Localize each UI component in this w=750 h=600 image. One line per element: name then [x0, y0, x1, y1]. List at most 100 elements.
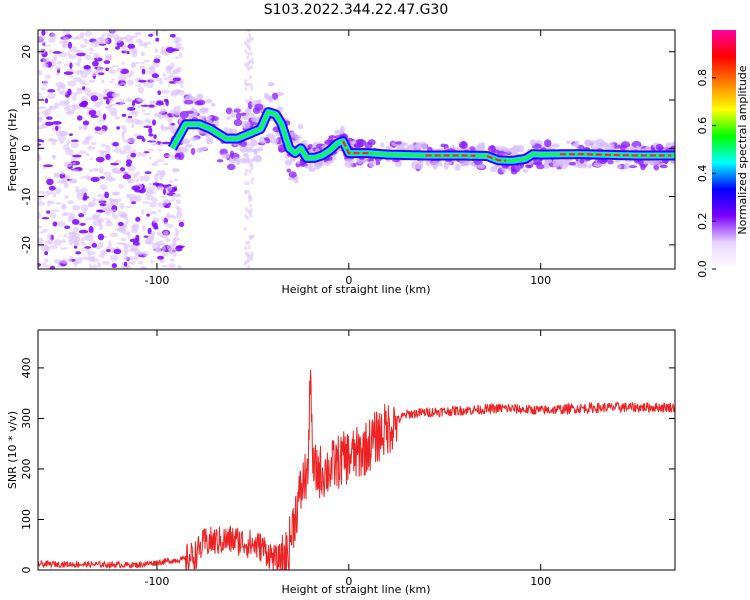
spectrogram-noise-cell — [248, 195, 252, 200]
spectrogram-noise-cell — [134, 84, 143, 87]
spectrogram-noise-cell — [40, 87, 46, 91]
spectrogram-noise-cell — [142, 224, 146, 231]
figure-title: S103.2022.344.22.47.G30 — [264, 2, 449, 18]
spectrogram-noise-cell — [44, 251, 49, 256]
spectrogram-noise-cell — [141, 109, 146, 113]
spectrogram-noise-cell — [84, 107, 91, 110]
spectrogram-xtick-label: -100 — [144, 274, 169, 287]
spectrogram-signal-cell — [288, 171, 297, 178]
spectrogram-noise-cell — [173, 89, 183, 94]
spectrogram-noise-cell — [176, 211, 183, 219]
spectrogram-noise-cell — [39, 231, 45, 234]
spectrogram-noise-cell — [142, 112, 152, 116]
spectrogram-noise-cell — [150, 231, 156, 237]
spectrogram-noise-cell — [51, 141, 56, 146]
spectrogram-noise-cell — [75, 251, 82, 255]
spectrogram-noise-cell — [91, 72, 97, 77]
spectrogram-noise-cell — [108, 198, 114, 202]
spectrogram-noise-cell — [91, 141, 97, 145]
spectrogram-noise-cell — [168, 179, 173, 183]
spectrogram-noise-cell — [85, 152, 90, 157]
colorbar-tick-label: 0.0 — [696, 260, 709, 278]
spectrogram-noise-cell — [148, 183, 154, 186]
spectrogram-noise-cell — [104, 191, 110, 199]
spectrogram-noise-cell — [121, 45, 128, 52]
spectrogram-noise-cell — [130, 152, 137, 158]
spectrogram-signal-cell — [254, 103, 264, 111]
spectrogram-noise-cell — [132, 223, 140, 229]
spectrogram-signal-cell — [536, 163, 545, 170]
spectrogram-noise-cell — [105, 144, 111, 152]
spectrogram-noise-cell — [109, 254, 119, 262]
spectrogram-noise-cell — [71, 104, 76, 109]
spectrogram-noise-cell — [246, 44, 250, 49]
spectrogram-signal-cell — [196, 99, 206, 106]
spectrogram-signal-cell — [510, 168, 518, 175]
spectrogram-noise-cell — [177, 219, 186, 223]
spectrogram-noise-cell — [162, 188, 166, 195]
spectrogram-noise-cell — [104, 47, 108, 51]
spectrogram-signal-cell — [204, 116, 213, 120]
spectrogram-noise-cell — [248, 32, 252, 37]
spectrogram-noise-cell — [146, 194, 154, 201]
spectrogram-noise-cell — [72, 94, 77, 102]
spectrogram-signal-cell — [179, 110, 189, 119]
spectrogram-noise-cell — [118, 183, 124, 189]
spectrogram-noise-cell — [105, 153, 111, 160]
snr-xtick-label: 0 — [345, 575, 352, 588]
spectrogram-noise-cell — [169, 33, 176, 38]
spectrogram-noise-cell — [143, 41, 152, 46]
spectrogram-signal-cell — [368, 160, 376, 168]
spectrogram-noise-cell — [168, 119, 173, 125]
spectrogram-noise-cell — [61, 179, 68, 185]
spectrogram-noise-cell — [42, 79, 49, 87]
spectrogram-noise-cell — [146, 82, 155, 89]
spectrogram-ytick-label: -10 — [20, 188, 33, 206]
snr-ytick-label: 300 — [20, 408, 33, 429]
spectrogram-noise-cell — [147, 78, 156, 81]
spectrogram-noise-cell — [119, 149, 127, 155]
spectrogram-heatmap — [38, 30, 675, 269]
spectrogram-noise-cell — [166, 65, 172, 69]
spectrogram-noise-cell — [243, 261, 247, 266]
spectrogram-signal-cell — [671, 141, 675, 147]
spectrogram-noise-cell — [105, 99, 110, 105]
spectrogram-noise-cell — [152, 119, 156, 126]
spectrogram-noise-cell — [135, 234, 140, 241]
spectrogram-noise-cell — [172, 240, 177, 247]
spectrogram-noise-cell — [90, 91, 99, 96]
spectrogram-signal-cell — [211, 102, 216, 107]
spectrogram-noise-cell — [135, 216, 141, 222]
spectrogram-signal-cell — [616, 164, 622, 170]
spectrogram-noise-cell — [53, 172, 60, 178]
spectrogram-noise-cell — [101, 128, 106, 133]
spectrogram-noise-cell — [52, 57, 57, 63]
spectrogram-noise-cell — [129, 244, 138, 251]
spectrogram-noise-cell — [70, 36, 80, 40]
spectrogram-noise-cell — [153, 112, 159, 118]
colorbar-tick-label: 0.8 — [696, 69, 709, 87]
spectrogram-noise-cell — [38, 107, 43, 110]
spectrogram-noise-cell — [105, 67, 110, 72]
spectrogram-noise-cell — [147, 71, 151, 74]
spectrogram-noise-cell — [164, 238, 171, 242]
snr-xtick-label: 100 — [530, 575, 551, 588]
spectrogram-noise-cell — [55, 125, 59, 132]
spectrogram-noise-cell — [167, 214, 175, 218]
spectrogram-noise-cell — [45, 190, 55, 195]
spectrogram-noise-cell — [88, 226, 94, 233]
spectrogram-noise-cell — [97, 72, 105, 75]
spectrogram-noise-cell — [90, 176, 100, 183]
spectrogram-signal-cell — [380, 142, 385, 148]
spectrogram-noise-cell — [103, 96, 108, 100]
spectrogram-noise-cell — [81, 256, 88, 260]
spectrogram-ytick-label: 20 — [20, 45, 33, 59]
spectrogram-noise-cell — [44, 108, 52, 115]
spectrogram-signal-cell — [251, 115, 256, 122]
spectrogram-noise-cell — [47, 92, 56, 100]
spectrogram-noise-cell — [174, 105, 182, 111]
spectrogram-noise-cell — [172, 196, 176, 201]
spectrogram-noise-cell — [69, 149, 74, 157]
spectrogram-noise-cell — [102, 235, 108, 239]
spectrogram-noise-cell — [135, 195, 142, 202]
